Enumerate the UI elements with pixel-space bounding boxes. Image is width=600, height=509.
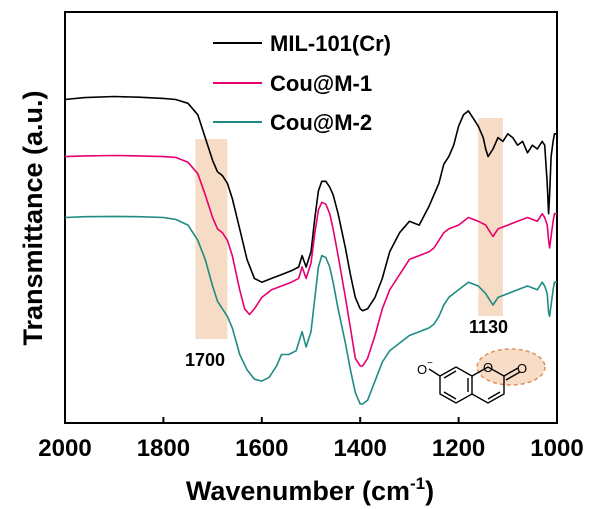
highlight-band-1700 — [195, 139, 228, 339]
pyranone-double-bond — [487, 391, 501, 400]
legend: MIL-101(Cr) Cou@M-1 Cou@M-2 — [213, 31, 391, 135]
x-tick-label-2000: 2000 — [38, 435, 91, 462]
series-line-cou-m-1 — [64, 154, 557, 367]
benzene-ring — [439, 366, 473, 404]
x-tick-label-1400: 1400 — [334, 435, 387, 462]
ring-oxygen-label: O — [483, 360, 493, 375]
x-axis-title-end: ) — [425, 476, 434, 506]
benzene-double-bond-1 — [443, 370, 457, 379]
x-axis-title-superscript: -1 — [410, 474, 425, 493]
series-line-cou-m-2 — [64, 215, 557, 405]
annotation-1700: 1700 — [185, 350, 225, 370]
annotation-1130: 1130 — [469, 317, 508, 337]
x-axis-ticks: 2000 1800 1600 1400 1200 1000 — [38, 417, 584, 462]
x-tick-label-1600: 1600 — [235, 435, 288, 462]
series-lines — [64, 95, 557, 405]
legend-label-cou-m2: Cou@M-2 — [270, 110, 372, 135]
x-tick-label-1800: 1800 — [137, 435, 190, 462]
carbonyl-bond-a — [503, 367, 519, 377]
carbonyl-bond-b — [505, 371, 521, 381]
highlight-bands — [195, 118, 503, 339]
hydroxyl-bond — [428, 368, 441, 377]
x-axis-title: Wavenumber (cm-1) — [186, 474, 434, 506]
coumarin-molecule-diagram — [428, 348, 546, 404]
legend-label-cou-m1: Cou@M-1 — [270, 71, 372, 96]
x-axis-title-main: Wavenumber (cm — [186, 476, 410, 506]
x-tick-label-1000: 1000 — [530, 435, 583, 462]
x-tick-label-1200: 1200 — [432, 435, 485, 462]
benzene-double-bond-3 — [443, 391, 457, 400]
y-axis-title: Transmittance (a.u.) — [18, 90, 48, 345]
carbonyl-oxygen-label: O — [517, 361, 527, 376]
legend-label-mil101: MIL-101(Cr) — [270, 31, 391, 56]
phenolate-oxygen-label: O — [417, 362, 427, 377]
phenolate-charge-label: − — [427, 358, 433, 369]
pyranone-ring — [471, 366, 505, 404]
carbonyl-highlight-ellipse — [476, 348, 546, 386]
series-line-mil-101-cr- — [64, 95, 557, 312]
highlight-band-1130 — [478, 118, 503, 316]
